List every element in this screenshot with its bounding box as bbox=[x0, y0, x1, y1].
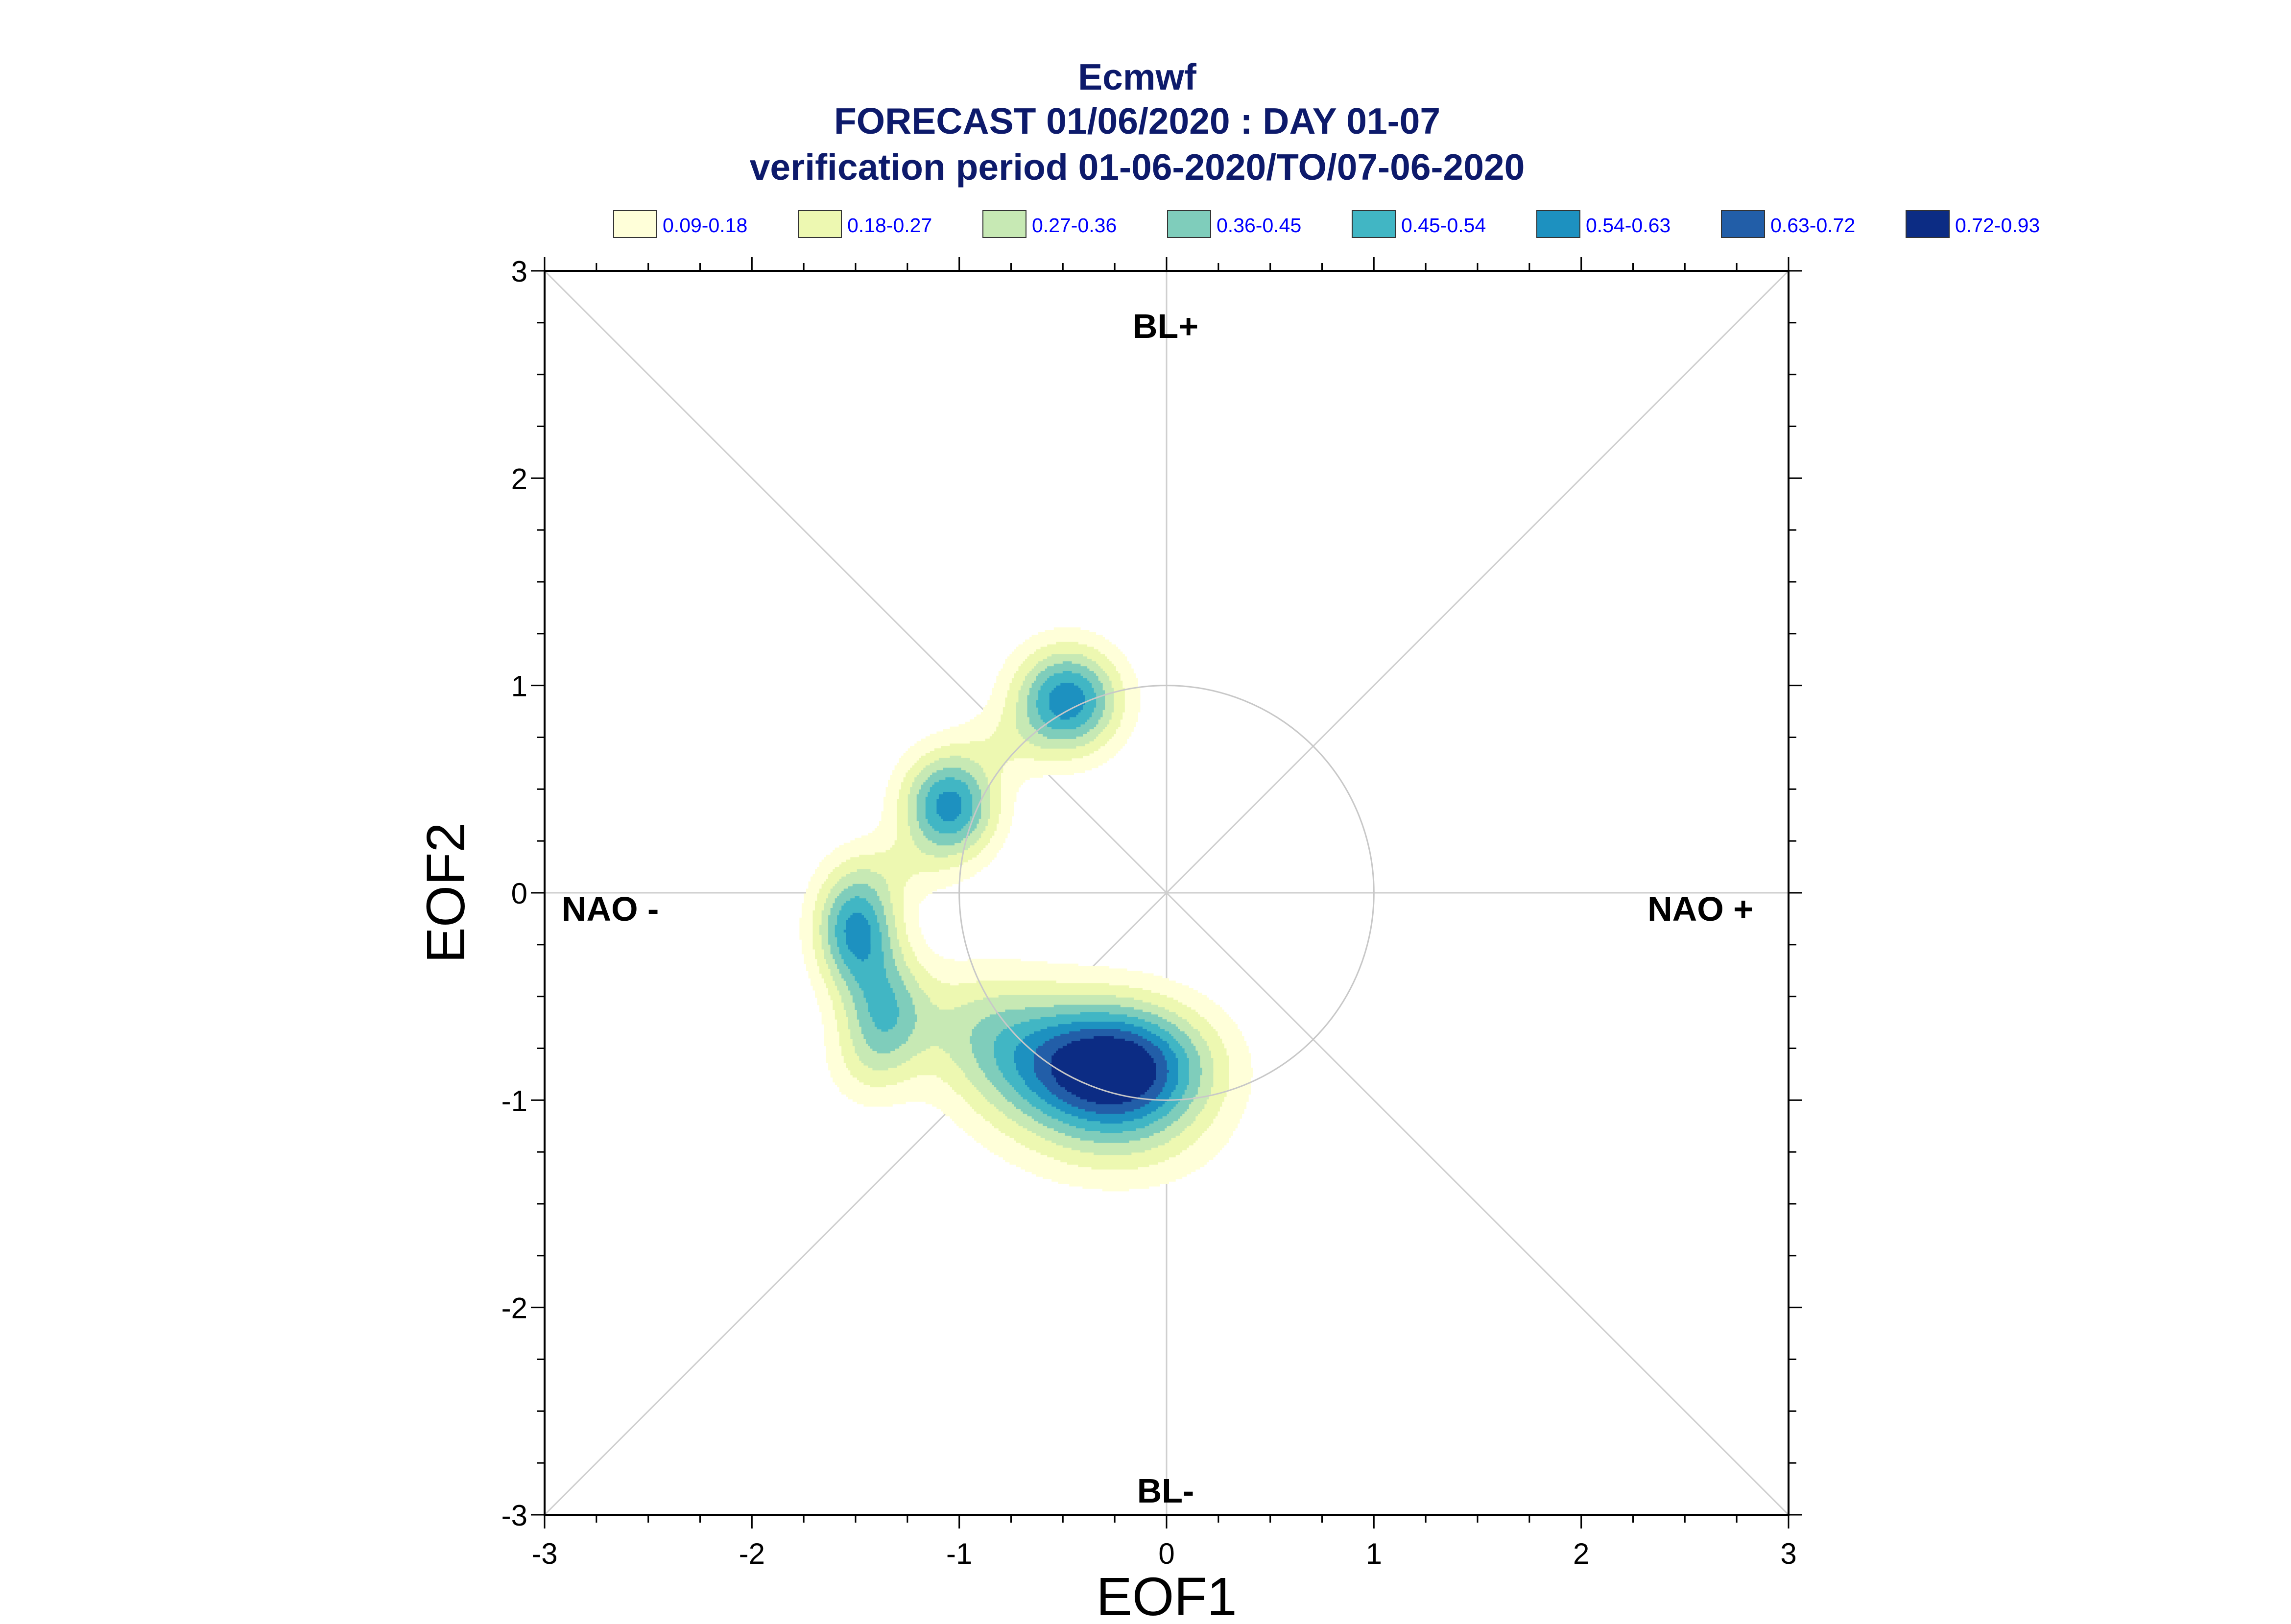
legend-swatch bbox=[982, 210, 1026, 238]
legend-label: 0.36-0.45 bbox=[1217, 214, 1301, 237]
y-tick-label: 0 bbox=[511, 877, 527, 910]
diagonal-line bbox=[544, 270, 1790, 1516]
x-tick-label: -3 bbox=[531, 1537, 557, 1570]
y-tick-label: -1 bbox=[501, 1084, 527, 1117]
regime-label-nao-plus: NAO + bbox=[1647, 890, 1753, 928]
y-tick-label: -2 bbox=[501, 1292, 527, 1325]
x-tick-label: 2 bbox=[1573, 1537, 1589, 1570]
density-band bbox=[835, 671, 1189, 1133]
legend-label: 0.72-0.93 bbox=[1955, 214, 2040, 237]
legend-swatch bbox=[1536, 210, 1580, 238]
overlay-lines bbox=[958, 685, 1375, 1101]
legend-swatch bbox=[1352, 210, 1396, 238]
legend: 0.09-0.18 0.18-0.27 0.27-0.36 0.36-0.45 0.45… bbox=[613, 210, 2040, 238]
chart-subtitle: FORECAST 01/06/2020 : DAY 01-07 bbox=[834, 100, 1440, 142]
plot-area: -3 -2 -1 0 1 2 3 -3 -2 -1 0 1 2 3 bbox=[501, 255, 1802, 1570]
x-tick-label: -2 bbox=[739, 1537, 765, 1570]
legend-label: 0.63-0.72 bbox=[1770, 214, 1855, 237]
density-band bbox=[1049, 1036, 1156, 1104]
legend-label: 0.09-0.18 bbox=[663, 214, 747, 237]
legend-swatch bbox=[613, 210, 657, 238]
x-tick-label: 0 bbox=[1158, 1537, 1174, 1570]
legend-label: 0.27-0.36 bbox=[1032, 214, 1117, 237]
guide-lines bbox=[544, 270, 1790, 1516]
regime-label-bl-plus: BL+ bbox=[1133, 307, 1198, 345]
axis-ticks: -3 -2 -1 0 1 2 3 -3 -2 -1 0 1 2 3 bbox=[501, 255, 1802, 1570]
y-tick-label: -3 bbox=[501, 1499, 527, 1532]
legend-label: 0.54-0.63 bbox=[1586, 214, 1671, 237]
legend-swatch bbox=[798, 210, 842, 238]
y-tick-label: 3 bbox=[511, 255, 527, 288]
x-tick-label: 3 bbox=[1780, 1537, 1796, 1570]
legend-label: 0.18-0.27 bbox=[847, 214, 932, 237]
density-contours bbox=[799, 627, 1253, 1192]
x-axis-title: EOF1 bbox=[1096, 1567, 1237, 1622]
x-tick-label: 1 bbox=[1366, 1537, 1382, 1570]
regime-label-bl-minus: BL- bbox=[1137, 1472, 1194, 1510]
legend-swatch bbox=[1721, 210, 1765, 238]
reference-circle bbox=[958, 685, 1375, 1101]
regime-label-nao-minus: NAO - bbox=[562, 890, 659, 928]
x-tick-label: -1 bbox=[946, 1537, 972, 1570]
y-axis-title: EOF2 bbox=[416, 822, 476, 963]
y-tick-label: 2 bbox=[511, 462, 527, 495]
legend-label: 0.45-0.54 bbox=[1401, 214, 1486, 237]
y-tick-label: 1 bbox=[511, 670, 527, 703]
chart-verification-period: verification period 01-06-2020/TO/07-06-… bbox=[750, 146, 1525, 188]
legend-swatch bbox=[1167, 210, 1211, 238]
legend-swatch bbox=[1906, 210, 1950, 238]
chart-title: Ecmwf bbox=[1078, 56, 1197, 97]
